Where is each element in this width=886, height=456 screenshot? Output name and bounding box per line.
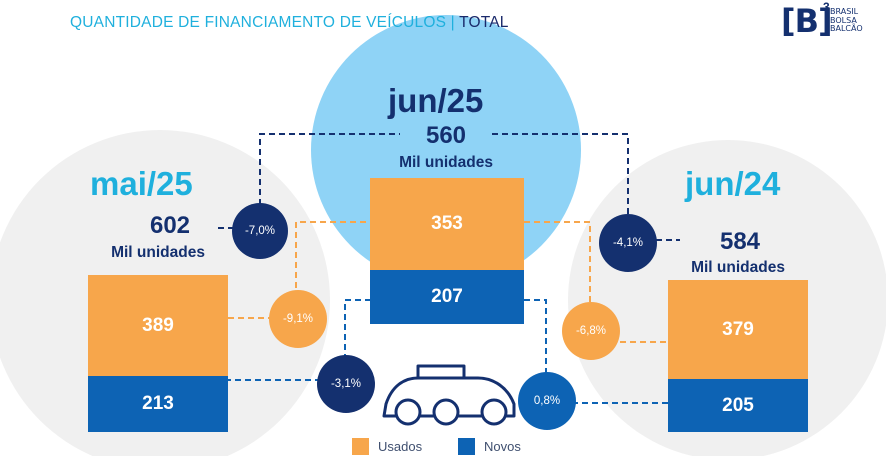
variation-total-mai25: -7,0% [232, 203, 288, 259]
legend-label-usados: Usados [378, 439, 423, 454]
legend-swatch-usados [352, 438, 369, 455]
logo-line1: BRASIL [830, 7, 859, 16]
bar-segment-usados-mai25: 389 [88, 275, 228, 376]
vehicle-icon [382, 364, 516, 426]
bar-segment-novos-jun24: 205 [668, 379, 808, 432]
bar-value-usados-jun25: 353 [431, 213, 463, 234]
variation-novos-mai25: -3,1% [317, 355, 375, 413]
b3-logo: [B] 3 BRASIL BOLSA BALCÃO [777, 0, 877, 40]
variation-usados-mai25: -9,1% [269, 290, 327, 348]
chart-title: QUANTIDADE DE FINANCIAMENTO DE VEÍCULOS … [70, 14, 509, 32]
bar-segment-usados-jun25: 353 [370, 178, 524, 270]
bar-value-novos-jun24: 205 [722, 394, 754, 416]
variation-usados-jun24: -6,8% [562, 302, 620, 360]
vehicle-wheel-right [480, 398, 508, 426]
logo-superscript: 3 [823, 0, 830, 14]
connector-usados [228, 221, 668, 343]
legend-item-usados: Usados [352, 438, 422, 455]
total-jun24: 584 [719, 228, 761, 255]
logo-line2: BOLSA [830, 15, 857, 25]
connector-novos [145, 299, 668, 404]
bar-value-usados-jun24: 379 [722, 318, 754, 340]
logo-mark: [B] [781, 2, 833, 40]
bar-segment-usados-jun24: 379 [668, 280, 808, 379]
logo-words: BRASIL BOLSA BALCÃO [830, 7, 863, 34]
legend-item-novos: Novos [458, 438, 521, 455]
total-jun25: 560 [425, 122, 467, 149]
units-label-jun24: Mil unidades [691, 259, 785, 276]
month-label-mai25: mai/25 [90, 165, 193, 202]
bar-value-novos-jun25: 207 [431, 286, 463, 307]
vehicle-wheel-left [394, 398, 422, 426]
variation-novos-jun24: 0,8% [518, 372, 576, 430]
month-label-jun25: jun/25 [388, 82, 484, 119]
bar-segment-novos-mai25: 213 [88, 376, 228, 432]
title-main: QUANTIDADE DE FINANCIAMENTO DE VEÍCULOS [70, 14, 447, 31]
connector-lines [145, 133, 680, 404]
legend-swatch-novos [458, 438, 475, 455]
vehicle-wheel-mid [432, 398, 460, 426]
units-label-mai25: Mil unidades [111, 244, 205, 261]
title-suffix: TOTAL [459, 14, 509, 31]
title-separator: | [450, 14, 455, 31]
month-label-jun24: jun/24 [685, 165, 781, 202]
logo-line3: BALCÃO [830, 24, 863, 33]
legend-label-novos: Novos [484, 439, 521, 454]
units-label-jun25: Mil unidades [399, 154, 493, 171]
bar-value-usados-mai25: 389 [142, 314, 174, 336]
connector-total [259, 133, 680, 241]
bar-segment-novos-jun25: 207 [370, 270, 524, 324]
bar-value-novos-mai25: 213 [142, 393, 174, 414]
total-mai25: 602 [149, 212, 191, 239]
variation-total-jun24: -4,1% [599, 214, 657, 272]
